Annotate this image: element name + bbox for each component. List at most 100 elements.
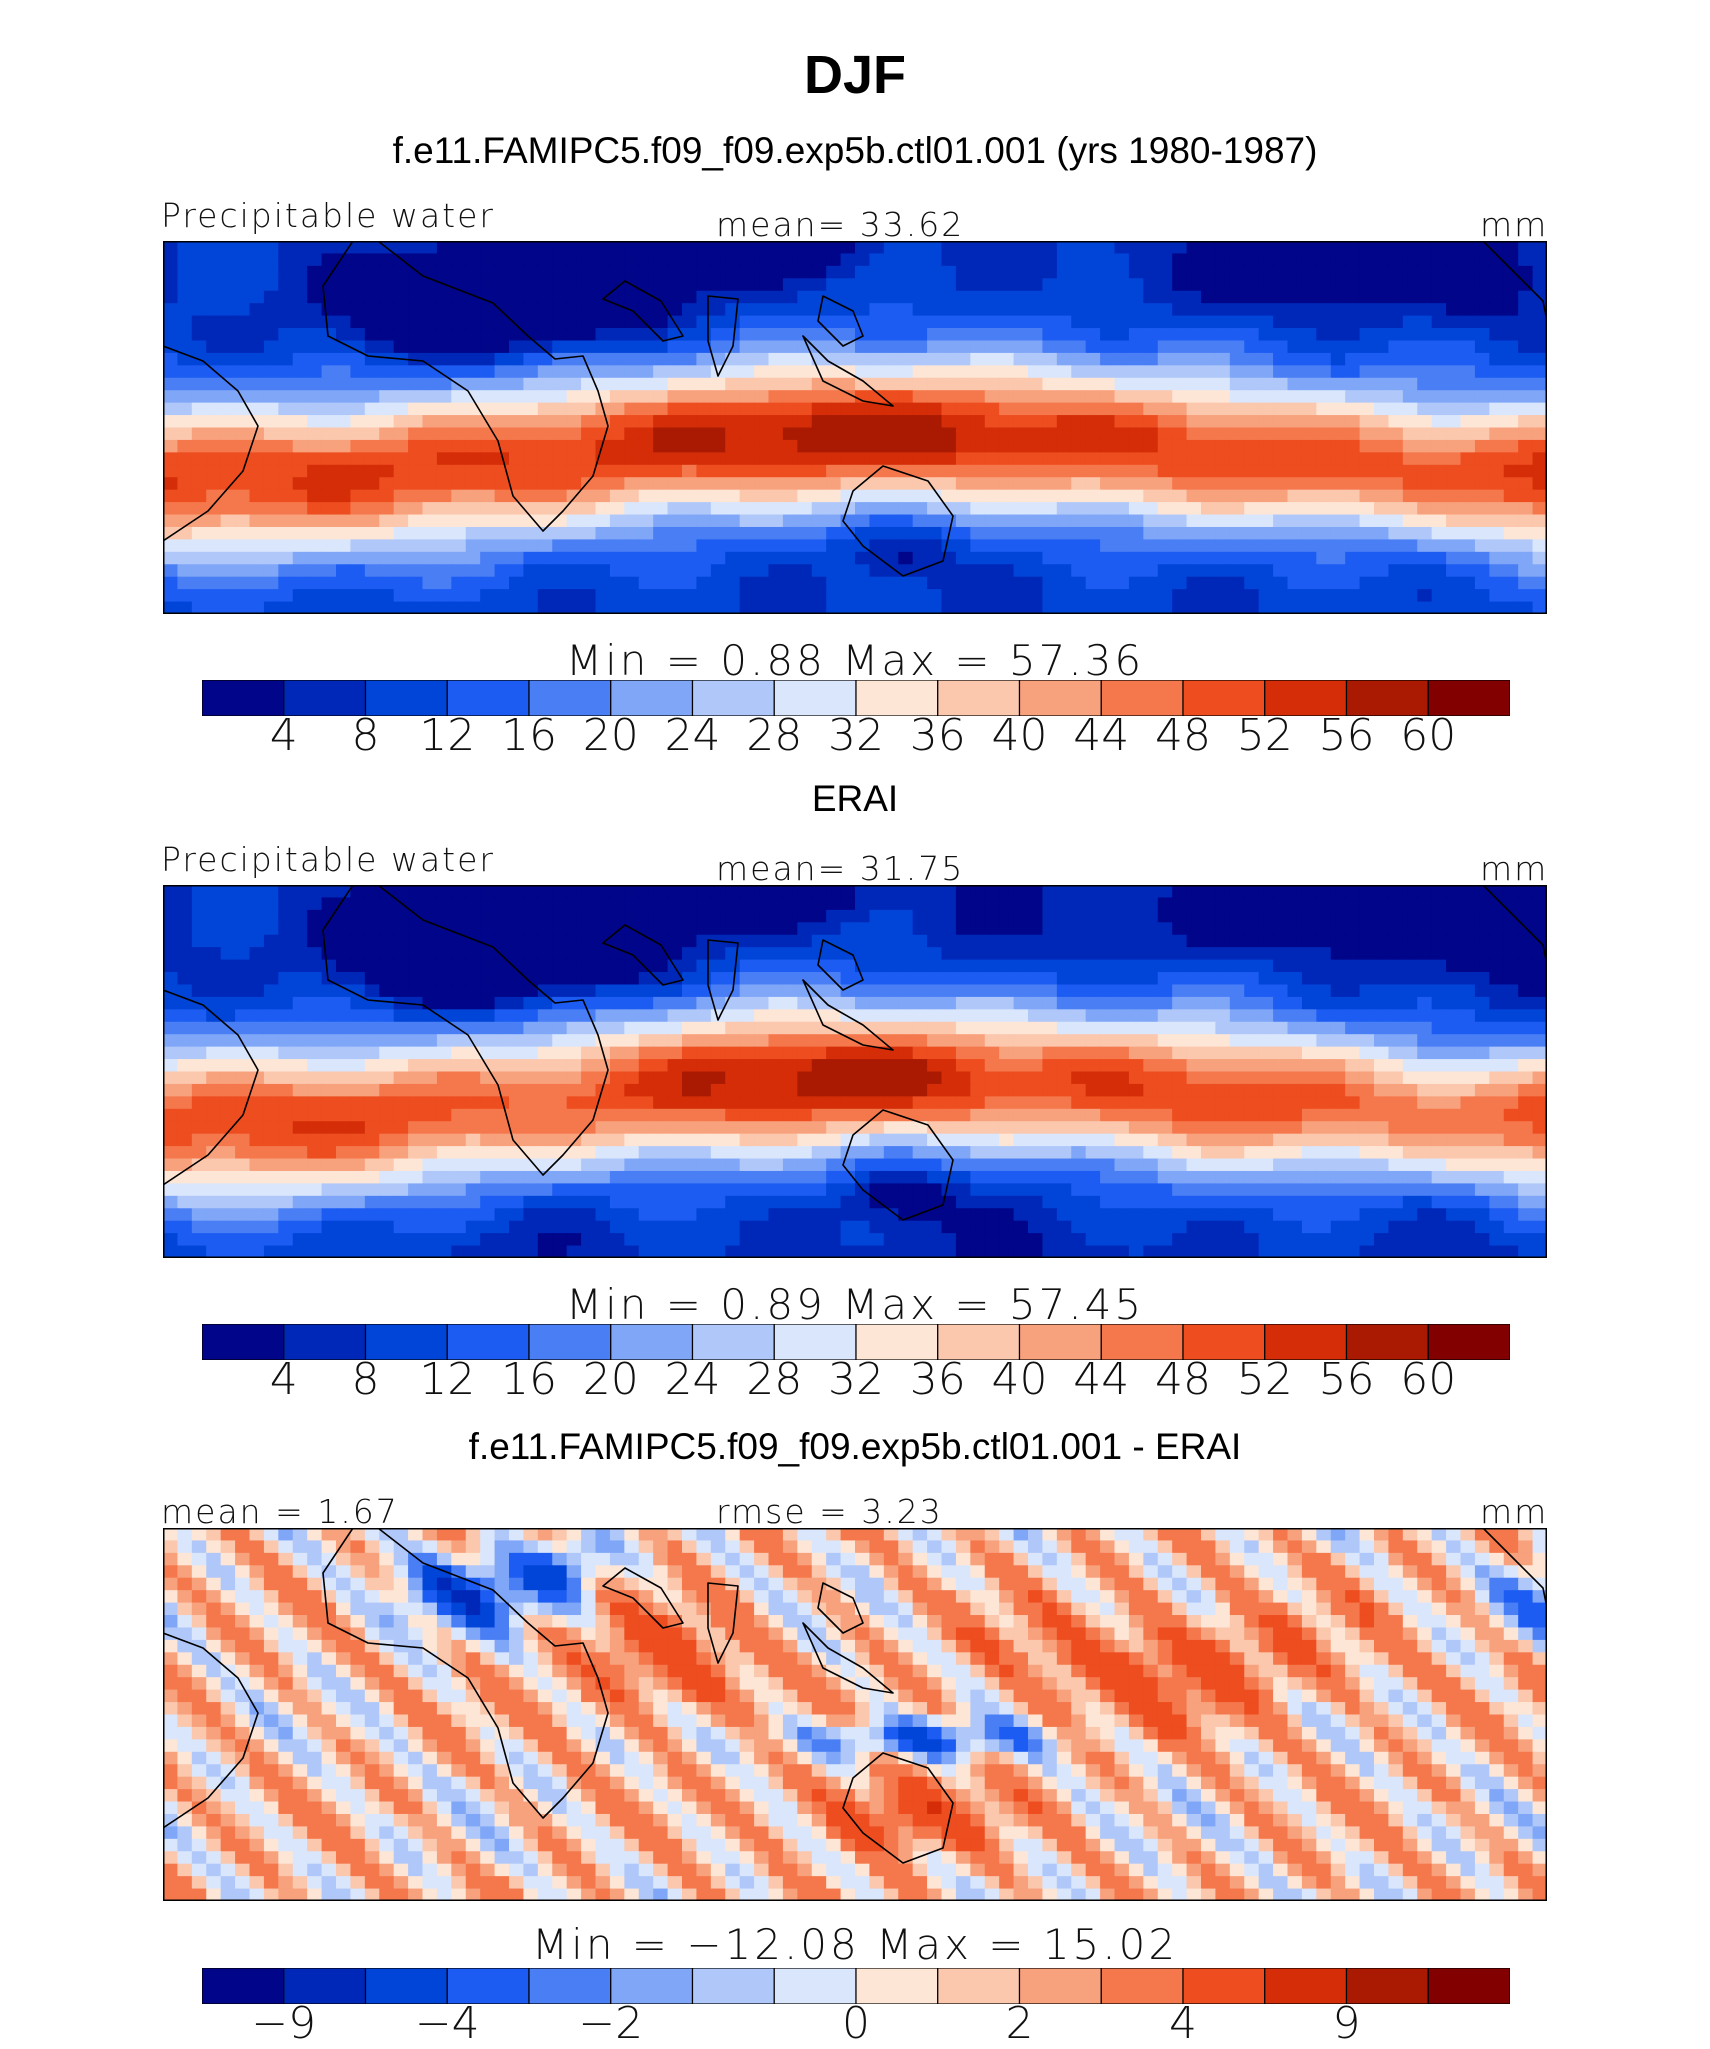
colorbar-swatch <box>1264 680 1348 716</box>
colorbar-swatch <box>610 1968 694 2004</box>
panel-3-mean-label: mean = 1.67 <box>161 1492 399 1531</box>
coastline-1 <box>602 280 684 342</box>
colorbar-tick-label: 48 <box>1155 710 1211 761</box>
coastline-2 <box>707 939 739 1021</box>
colorbar-tick-label: 52 <box>1236 710 1293 761</box>
colorbar-swatch <box>773 1324 857 1360</box>
colorbar-tick-label: 9 <box>1332 1998 1361 2049</box>
colorbar-swatch <box>1427 680 1510 716</box>
colorbar-tick-label: 60 <box>1400 1354 1457 1405</box>
coastline-6 <box>163 1632 259 1829</box>
panel-3-map <box>163 1528 1547 1901</box>
panel-2-colorbar-ticks: 4 8 12 16 20 24 28 32 36 40 44 48 52 56 60 <box>202 1354 1510 1416</box>
colorbar-swatch <box>364 1968 448 2004</box>
coastline-7 <box>817 295 864 347</box>
colorbar-tick-label: 20 <box>582 710 639 761</box>
coastline-4 <box>802 335 894 407</box>
colorbar-tick-label: 8 <box>351 710 380 761</box>
colorbar-swatch <box>446 680 530 716</box>
colorbar-tick-label: 16 <box>501 1354 557 1405</box>
colorbar-swatch <box>446 1324 530 1360</box>
colorbar-tick-label: 40 <box>991 1354 1048 1405</box>
panel-3-rmse-label: rmse = 3.23 <box>716 1492 943 1531</box>
coastline-3 <box>842 1752 954 1864</box>
colorbar-tick-label: 40 <box>991 710 1048 761</box>
colorbar-swatch <box>364 1324 448 1360</box>
panel-1-units-label: mm <box>1480 205 1549 244</box>
panel-2-units-label: mm <box>1480 849 1549 888</box>
colorbar-swatch <box>691 1968 775 2004</box>
panel-1-map <box>163 241 1547 614</box>
colorbar-tick-label: 0 <box>842 1998 870 2049</box>
colorbar-tick-label: 36 <box>909 710 966 761</box>
colorbar-swatch <box>1264 1968 1348 2004</box>
coastline-7 <box>817 1582 864 1634</box>
coastline-3 <box>842 465 954 577</box>
coastline-3 <box>842 1109 954 1221</box>
colorbar-tick-label: 4 <box>269 1354 298 1405</box>
panel-1-min-max-stats: Min = 0.88 Max = 57.36 <box>565 636 1145 685</box>
colorbar-swatch <box>610 1324 694 1360</box>
colorbar-swatch <box>1427 1968 1510 2004</box>
coastline-6 <box>163 989 259 1186</box>
colorbar-swatch <box>283 680 367 716</box>
colorbar-tick-label: 32 <box>828 710 884 761</box>
coastline-2 <box>707 295 739 377</box>
colorbar-tick-label: 24 <box>664 710 721 761</box>
coastline-0 <box>322 1528 609 1819</box>
colorbar-swatch <box>1264 1324 1348 1360</box>
colorbar-swatch <box>691 1324 775 1360</box>
coastline-0 <box>322 241 609 532</box>
colorbar-swatch <box>1345 1968 1429 2004</box>
coastline-7 <box>817 939 864 991</box>
colorbar-swatch <box>1182 1968 1266 2004</box>
page-title: DJF <box>803 45 906 105</box>
panel-3-units-label: mm <box>1480 1492 1549 1531</box>
colorbar-swatch <box>855 1968 939 2004</box>
map-frame <box>163 1528 1547 1901</box>
coastline-4 <box>802 1622 894 1694</box>
coastline-2 <box>707 1582 739 1664</box>
colorbar-swatch <box>937 680 1021 716</box>
colorbar-tick-label: 48 <box>1155 1354 1211 1405</box>
colorbar-swatch <box>937 1968 1021 2004</box>
colorbar-tick-label: 28 <box>746 710 803 761</box>
panel-1-variable-label: Precipitable water <box>161 196 495 235</box>
colorbar-tick-label: 24 <box>664 1354 721 1405</box>
map-frame <box>163 241 1547 614</box>
panel-3-min-max-stats: Min = −12.08 Max = 15.02 <box>531 1920 1179 1969</box>
colorbar-swatch <box>610 680 694 716</box>
panel-1-colorbar-ticks: 4 8 12 16 20 24 28 32 36 40 44 48 52 56 60 <box>202 710 1510 772</box>
panel-2-title: ERAI <box>811 778 899 819</box>
colorbar-tick-label: 28 <box>746 1354 803 1405</box>
panel-3-title: f.e11.FAMIPC5.f09_f09.exp5b.ctl01.001 - … <box>468 1426 1242 1467</box>
coastline-4 <box>802 979 894 1051</box>
coastline-5 <box>1482 241 1547 322</box>
colorbar-swatch <box>773 1968 857 2004</box>
panel-2-min-max-stats: Min = 0.89 Max = 57.45 <box>565 1280 1145 1329</box>
panel-1-colorbar <box>202 680 1510 716</box>
colorbar-swatch <box>1018 680 1102 716</box>
colorbar-swatch <box>202 680 285 716</box>
colorbar-swatch <box>855 680 939 716</box>
colorbar-tick-label: 44 <box>1073 1354 1130 1405</box>
map-frame <box>163 885 1547 1258</box>
colorbar-tick-label: 60 <box>1400 710 1457 761</box>
colorbar-tick-label: 56 <box>1318 710 1375 761</box>
colorbar-tick-label: 8 <box>351 1354 380 1405</box>
colorbar-tick-label: 4 <box>269 710 298 761</box>
colorbar-tick-label: 20 <box>582 1354 639 1405</box>
panel-1-mean-label: mean= 33.62 <box>716 205 965 244</box>
colorbar-tick-label: 56 <box>1318 1354 1375 1405</box>
panel-3-colorbar-ticks: −9 −4 −2 0 2 4 9 <box>202 1998 1510 2049</box>
colorbar-swatch <box>528 1324 612 1360</box>
panel-2-variable-label: Precipitable water <box>161 840 495 879</box>
colorbar-tick-label: 36 <box>909 1354 966 1405</box>
colorbar-tick-label: 12 <box>419 1354 476 1405</box>
coastline-1 <box>602 924 684 986</box>
panel-2-mean-label: mean= 31.75 <box>716 849 965 888</box>
coastline-5 <box>1482 885 1547 966</box>
colorbar-tick-label: 4 <box>1169 1998 1197 2049</box>
coastline-1 <box>602 1567 684 1629</box>
colorbar-swatch <box>364 680 448 716</box>
